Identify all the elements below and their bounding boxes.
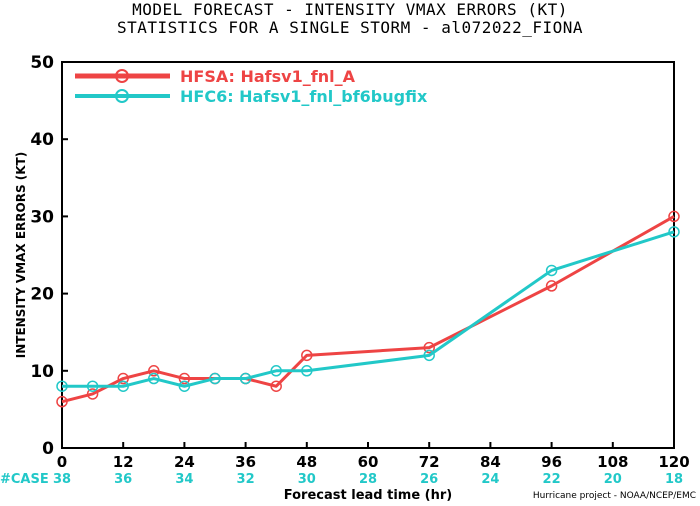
series-1-point <box>270 380 282 392</box>
series-1-point <box>117 372 129 385</box>
credit-text: Hurricane project - NOAA/NCEP/EMC <box>532 491 696 501</box>
x-tick-label: 120 <box>658 453 689 471</box>
x-tick-label: 48 <box>296 453 317 471</box>
legend-label-1: HFSA: Hafsv1_fnl_A <box>180 67 356 86</box>
legend-marker-1 <box>115 69 129 83</box>
x-axis-label: Forecast lead time (hr) <box>284 488 452 503</box>
series-2-point <box>270 365 282 377</box>
x-tick-label: 108 <box>597 453 628 471</box>
case-count-label: 38 <box>53 472 71 487</box>
case-count-label: 18 <box>665 472 683 487</box>
series-2-point <box>148 372 160 385</box>
case-count-label: 22 <box>543 472 561 487</box>
chart-title-line-1: MODEL FORECAST - INTENSITY VMAX ERRORS (… <box>132 0 568 19</box>
series-1-point <box>56 395 68 408</box>
plot-frame <box>61 61 675 449</box>
y-tick-label: 40 <box>30 130 54 150</box>
x-tick-label: 72 <box>419 453 440 471</box>
series-2-point <box>545 264 558 277</box>
case-label: #CASE <box>0 472 49 487</box>
case-count-label: 28 <box>359 472 377 487</box>
y-tick-label: 10 <box>30 362 54 382</box>
series-line-2 <box>62 230 675 388</box>
x-tick-label: 36 <box>235 453 256 471</box>
series-2-point <box>423 349 435 362</box>
case-count-label: 34 <box>175 472 193 487</box>
series-1-point <box>423 341 435 354</box>
series-2-point <box>301 365 313 377</box>
y-tick-label: 0 <box>42 439 54 459</box>
series-1-point <box>178 372 191 385</box>
case-count-label: 26 <box>420 472 438 487</box>
case-count-label: 30 <box>298 472 316 487</box>
case-count-label: 32 <box>237 472 255 487</box>
series-2-point <box>178 380 191 392</box>
y-tick-label: 30 <box>30 207 54 227</box>
x-tick-label: 84 <box>480 453 501 471</box>
series-1-point <box>301 349 313 362</box>
legend-label-2: HFC6: Hafsv1_fnl_bf6bugfix <box>180 87 428 106</box>
legend-marker-2 <box>115 89 129 103</box>
series-2-point <box>209 372 221 385</box>
x-tick-label: 24 <box>174 453 195 471</box>
series-1-point <box>545 280 558 292</box>
x-tick-label: 96 <box>541 453 562 471</box>
chart-title-line-2: STATISTICS FOR A SINGLE STORM - al072022… <box>116 18 584 37</box>
series-2-point <box>117 380 129 392</box>
case-count-label: 24 <box>481 472 499 487</box>
x-tick-label: 60 <box>358 453 379 471</box>
series-2-point <box>239 372 252 385</box>
x-tick-label: 12 <box>113 453 134 471</box>
series-1-point <box>86 388 99 400</box>
case-count-label: 36 <box>114 472 132 487</box>
case-count-label: 20 <box>604 472 622 487</box>
series-2-point <box>56 380 68 392</box>
x-tick-label: 0 <box>57 453 67 471</box>
series-1-point <box>668 210 680 223</box>
y-tick-label: 20 <box>30 285 54 305</box>
y-axis-label: INTENSITY VMAX ERRORS (KT) <box>14 152 28 358</box>
series-2-point <box>86 380 99 392</box>
y-tick-label: 50 <box>30 53 54 73</box>
series-2-point <box>668 226 680 238</box>
series-1-point <box>148 365 160 377</box>
